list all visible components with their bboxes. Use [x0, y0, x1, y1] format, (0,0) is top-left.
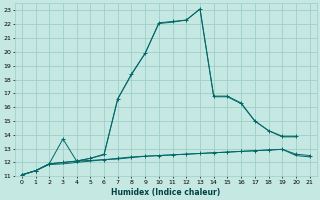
- X-axis label: Humidex (Indice chaleur): Humidex (Indice chaleur): [111, 188, 220, 197]
